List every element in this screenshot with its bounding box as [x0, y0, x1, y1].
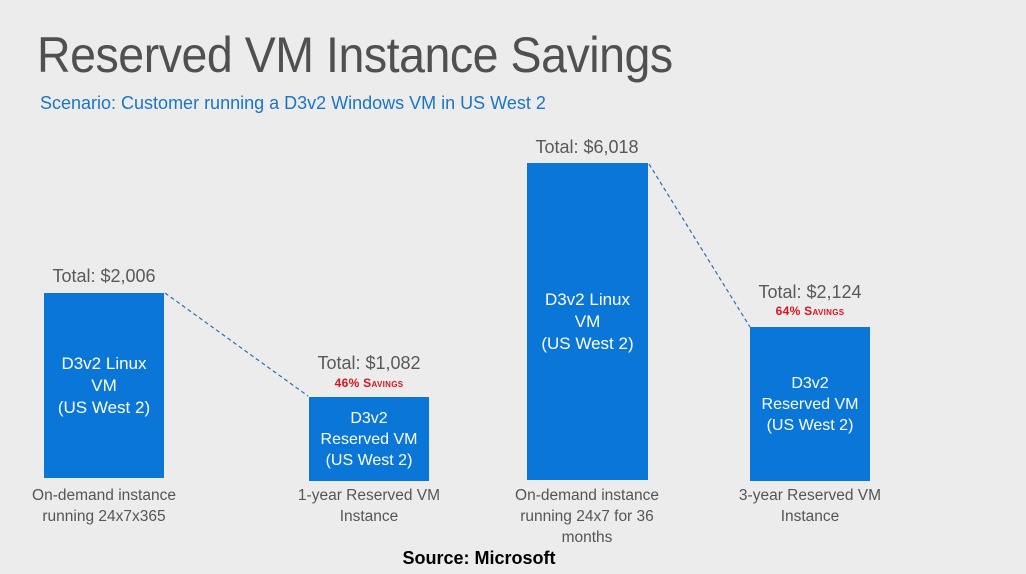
connector-1-to-2 — [164, 292, 309, 397]
bar-3-category: On-demand instance running 24x7 for 36 m… — [515, 487, 659, 546]
bar-4-category: 3-year Reserved VM Instance — [738, 487, 882, 525]
bar-3: D3v2 Linux VM (US West 2) — [527, 163, 648, 480]
bar-2: D3v2 Reserved VM (US West 2) — [309, 397, 429, 481]
bar-2-category: 1-year Reserved VM Instance — [297, 487, 441, 525]
page-title: Reserved VM Instance Savings — [37, 27, 673, 83]
bar-1: D3v2 Linux VM (US West 2) — [44, 293, 164, 478]
bar-4: D3v2 Reserved VM (US West 2) — [750, 327, 870, 481]
bar-2-total: Total: $1,082 — [317, 353, 421, 373]
bar-3-total: Total: $6,018 — [535, 137, 639, 157]
scenario-subtitle: Scenario: Customer running a D3v2 Window… — [40, 93, 546, 113]
bar-4-savings-badge: 64% Savings — [775, 304, 845, 318]
source-caption: Source: Microsoft — [402, 548, 556, 568]
bar-2-savings-badge: 46% Savings — [334, 376, 404, 390]
bar-4-total: Total: $2,124 — [758, 282, 862, 302]
connector-3-to-4 — [648, 163, 751, 328]
bar-1-total: Total: $2,006 — [52, 266, 156, 286]
bar-1-category: On-demand instance running 24x7x365 — [32, 487, 176, 525]
